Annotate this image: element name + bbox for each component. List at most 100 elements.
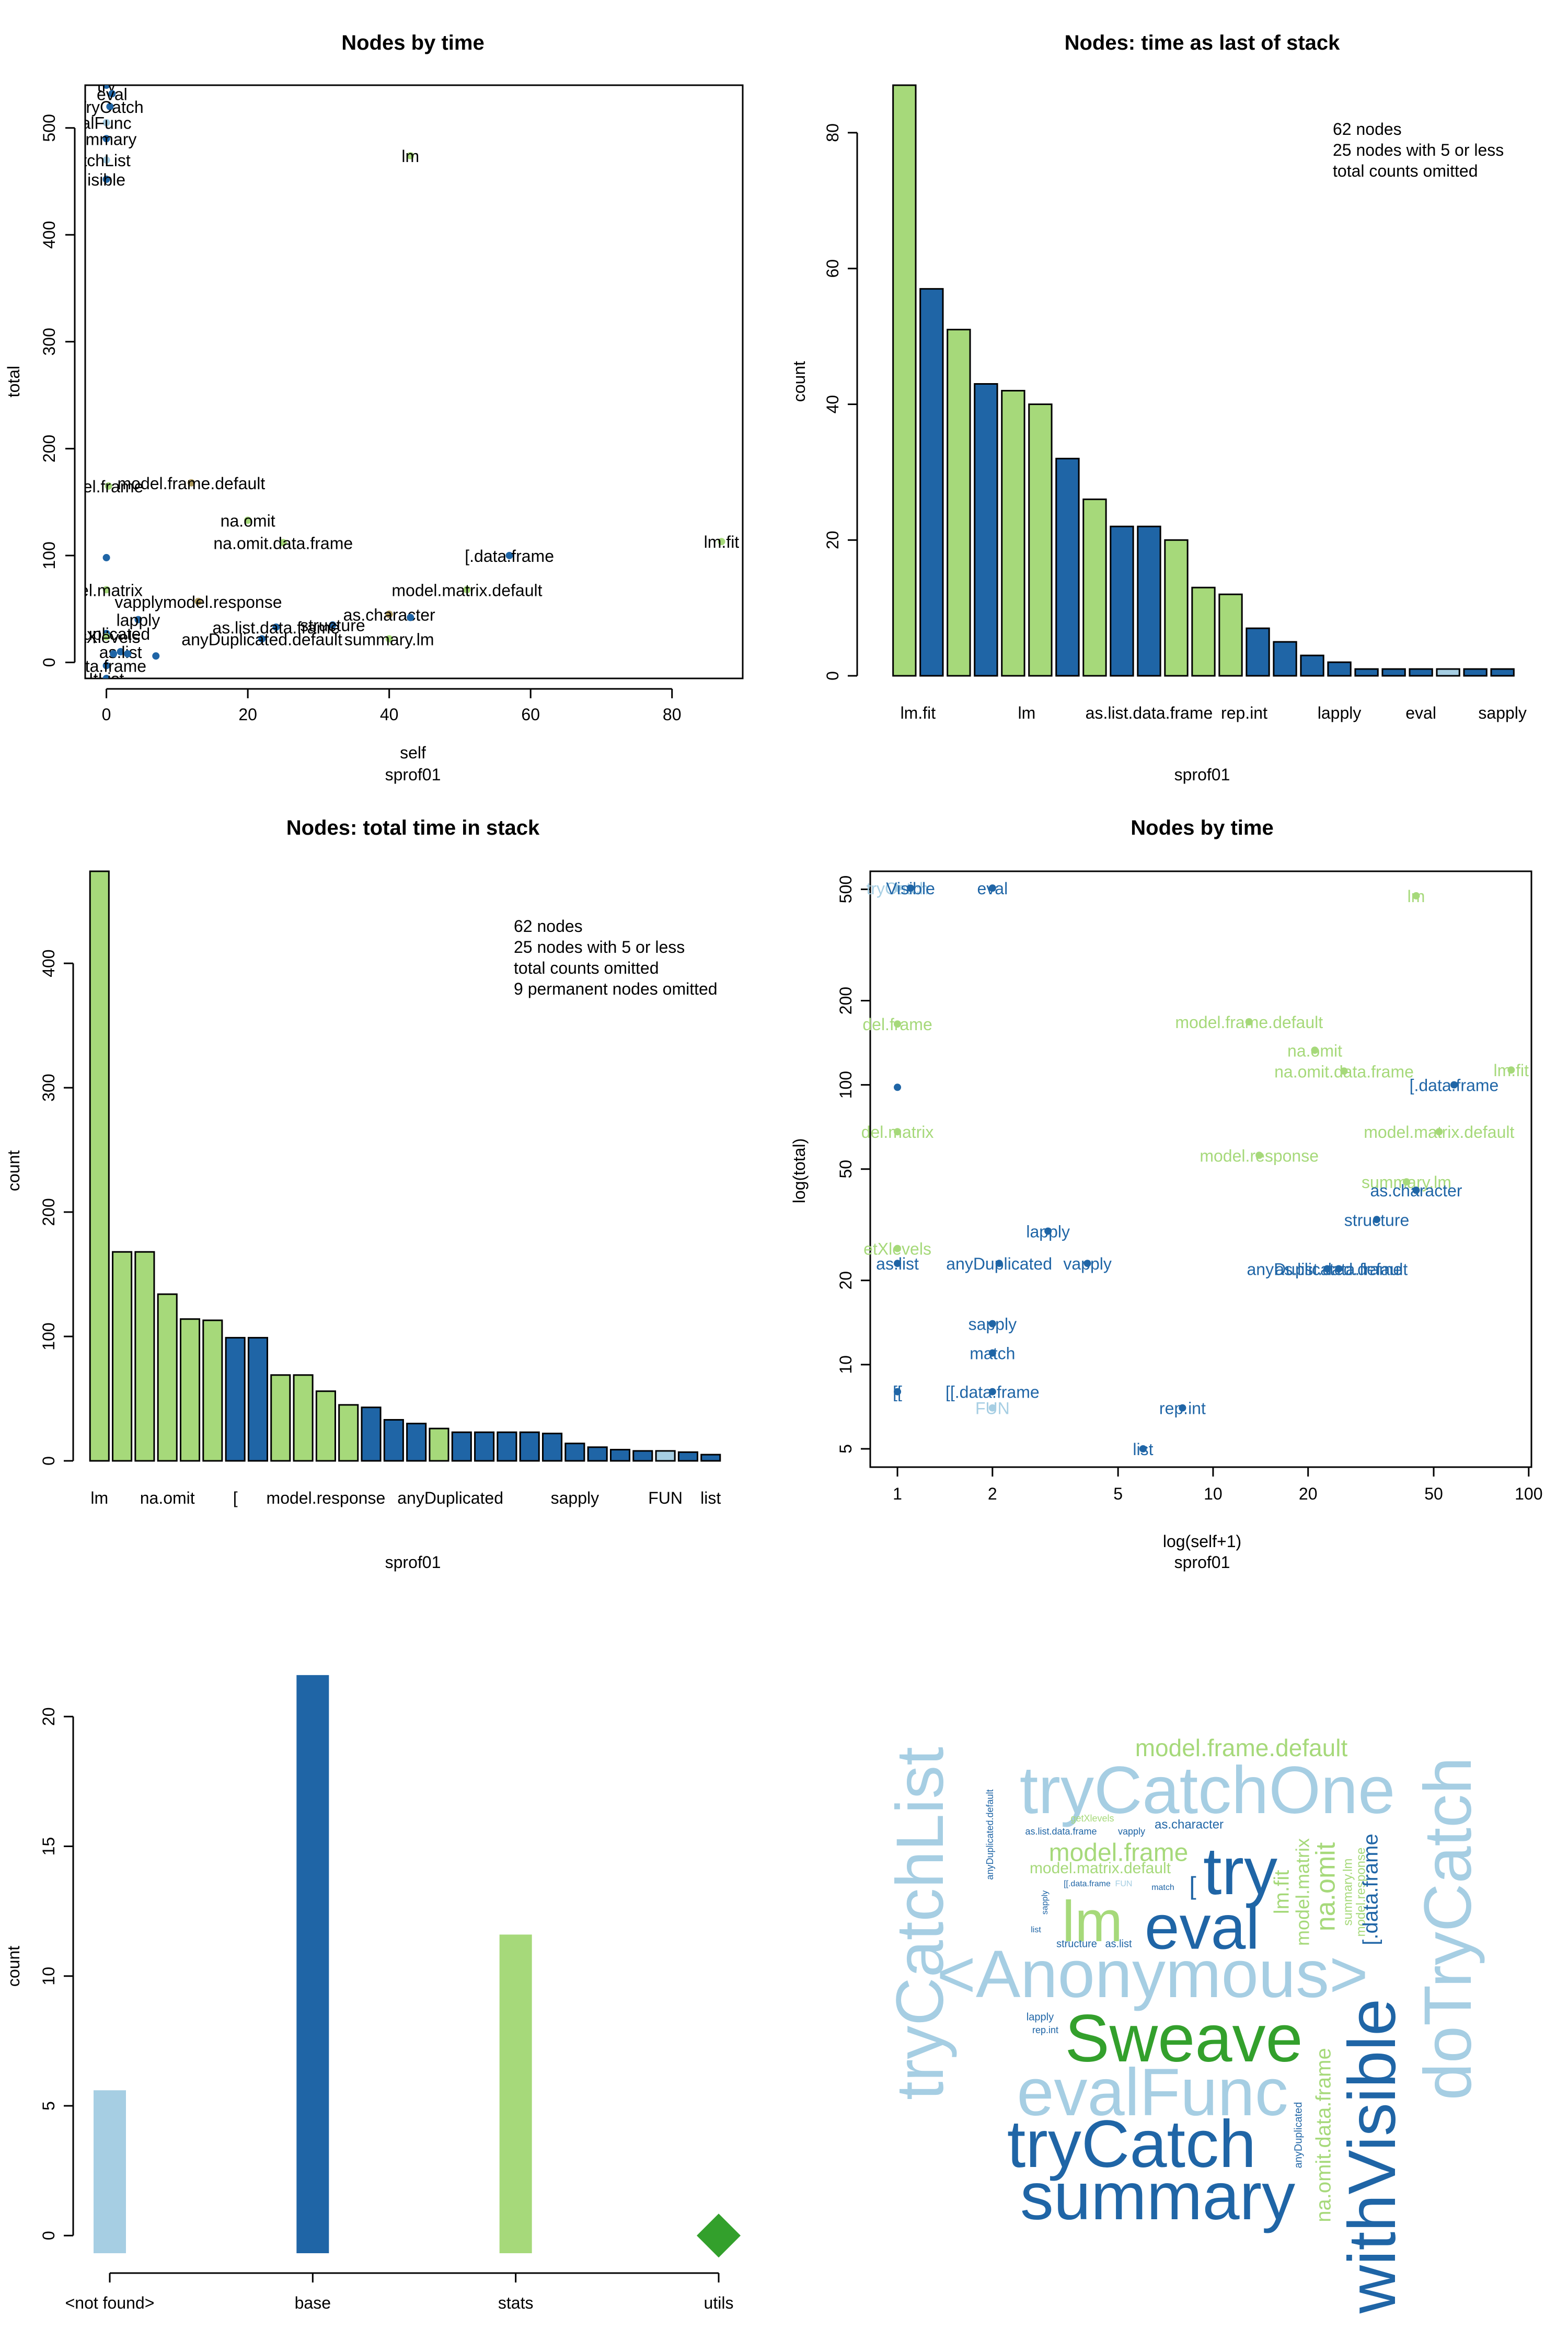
p4-y-tick-label: 10 [836, 1355, 855, 1374]
p2-note-line: 25 nodes with 5 or less [1333, 141, 1504, 159]
p2-bar [1137, 525, 1161, 677]
p3-bar [406, 1423, 427, 1462]
p1-x-tick-label: 40 [380, 705, 399, 724]
p4-point-label: [[ [893, 1383, 902, 1402]
p1-point [117, 648, 124, 655]
p1-point [102, 554, 110, 561]
p2-xlabel: sprof01 [1174, 765, 1230, 784]
p2-note: 62 nodes 25 nodes with 5 or less total c… [1333, 120, 1504, 180]
word-cloud-word: lm.fit [1271, 1870, 1294, 1914]
p4-x-tick-label: 50 [1424, 1484, 1443, 1503]
p4-y-tick-label: 200 [836, 987, 855, 1014]
word-cloud-word: as.list [1105, 1938, 1132, 1950]
p3-bar [134, 1251, 155, 1462]
p4-point [1323, 1265, 1331, 1273]
p1-point-label: na.omit [221, 511, 275, 530]
word-cloud-word: tryCatchList [883, 1747, 958, 2100]
p2-y-tick-label: 40 [823, 395, 842, 414]
p1-point [718, 538, 725, 546]
p4-sublabel: sprof01 [1174, 1553, 1230, 1572]
word-cloud-word: [.data.frame [1359, 1834, 1382, 1945]
p4-point [1402, 1178, 1410, 1186]
p4-point [1335, 1265, 1343, 1273]
panel-4-scatter-log: Nodes by time 1 2 5 10 20 50 100 5 10 20 50 100 200 5… [790, 816, 1543, 1572]
word-cloud-word: [ [1189, 1873, 1196, 1900]
p3-note-line: 25 nodes with 5 or less [514, 938, 685, 956]
p5-category-label: <not found> [65, 2293, 155, 2312]
p2-bar [1300, 654, 1324, 677]
p4-point [1340, 1067, 1348, 1075]
p4-point [894, 1388, 902, 1396]
p1-point [106, 102, 114, 110]
p1-x-tick-label: 80 [663, 705, 682, 724]
p1-point-label: lm.fit [704, 533, 740, 551]
word-cloud-word: lapply [1027, 2011, 1054, 2023]
p3-bar [89, 870, 110, 1462]
p1-point-label: isible [87, 170, 125, 189]
p2-bar [892, 84, 917, 677]
p3-title: Nodes: total time in stack [286, 816, 540, 839]
p1-point [258, 635, 266, 643]
p3-bar [655, 1450, 676, 1462]
p1-point-label: as.list.data.frame [212, 618, 340, 637]
p4-point [988, 1388, 996, 1396]
p5-category-labels: <not found> base stats utils [65, 2293, 734, 2312]
p3-bar [474, 1431, 495, 1462]
p4-point [988, 1320, 996, 1328]
p1-point [124, 650, 132, 658]
p2-category-label: lm [1018, 704, 1036, 722]
p4-point [894, 884, 902, 892]
word-cloud-word: na.omit.data.frame [1312, 2048, 1335, 2222]
p2-bar [1164, 539, 1189, 677]
p4-point-label: del.matrix [861, 1123, 934, 1142]
p1-ylabel: total [4, 366, 23, 397]
p1-point [463, 586, 471, 594]
p4-title: Nodes by time [1131, 816, 1273, 839]
p4-point-label: [[.data.frame [946, 1383, 1040, 1402]
word-cloud-word: withVisible [1335, 1999, 1410, 2314]
p4-y-tick-label: 20 [836, 1271, 855, 1290]
p3-bar [564, 1443, 585, 1462]
p2-y-tick-label: 0 [823, 671, 842, 681]
p3-bar [383, 1419, 404, 1462]
p4-y-tick-label: 100 [836, 1071, 855, 1099]
p1-title: Nodes by time [341, 31, 484, 54]
p5-diamond [697, 2213, 741, 2258]
p2-category-labels: lm.fit lm as.list.data.frame rep.int lapply e… [901, 704, 1527, 722]
p4-point-label: match [970, 1344, 1015, 1363]
p5-bar [499, 1934, 532, 2253]
p3-bar [632, 1450, 653, 1462]
p3-bars [89, 870, 721, 1462]
p4-point [1373, 1216, 1381, 1224]
p5-y-tick-label: 5 [39, 2101, 58, 2111]
p1-point-label: lm [401, 147, 419, 166]
p3-bar [700, 1454, 721, 1462]
p3-y-tick-label: 100 [39, 1322, 58, 1350]
p1-point [385, 610, 393, 618]
word-cloud-word: [[.data.frame [1064, 1880, 1111, 1888]
p1-point-label: as.list [99, 643, 142, 662]
word-cloud-word: model.frame.default [1135, 1734, 1348, 1761]
p1-points: tryevalTryCatchalFuncummarytchListisible… [70, 85, 740, 678]
word-cloud-word: as.list.data.frame [1025, 1826, 1097, 1837]
p4-point [988, 884, 996, 892]
word-cloud-word: model.matrix [1292, 1838, 1313, 1946]
p4-point [1412, 892, 1420, 900]
word-cloud-word: structure [1056, 1938, 1097, 1950]
word-cloud-word: na.omit [1311, 1842, 1341, 1931]
p1-point-label: model.frame.default [117, 474, 265, 493]
p3-bar [519, 1431, 540, 1462]
word-cloud-word: Sweave [1065, 2001, 1302, 2076]
p4-point [907, 884, 915, 892]
p2-category-label: sapply [1478, 704, 1527, 722]
p4-point [894, 1260, 902, 1267]
p4-point-label: [.data.frame [1410, 1076, 1499, 1095]
p1-point-label: del.matrix [70, 581, 143, 599]
word-cloud-word: FUN [1115, 1880, 1133, 1888]
p1-point-label: na.omit.data.frame [213, 534, 353, 552]
p4-point [1255, 1151, 1263, 1159]
p2-note-line: 62 nodes [1333, 120, 1402, 139]
